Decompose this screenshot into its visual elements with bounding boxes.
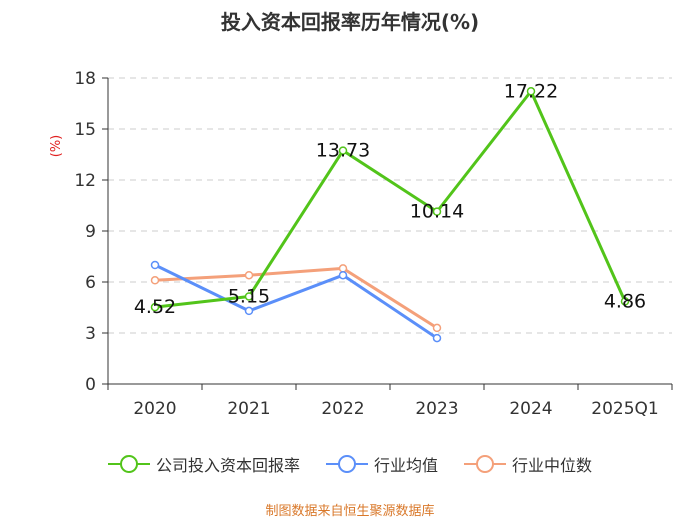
data-label: 4.52 [134, 296, 176, 318]
data-label: 4.86 [604, 290, 646, 312]
data-point [244, 270, 254, 280]
grid-layer [108, 77, 672, 334]
y-tick-label: 12 [74, 171, 96, 191]
legend-label-industry-median: 行业中位数 [512, 456, 593, 475]
y-tick-label: 9 [85, 222, 96, 242]
legend-item-company[interactable]: 公司投入资本回报率 [107, 452, 300, 476]
data-point [432, 207, 442, 216]
series-line [154, 266, 438, 330]
data-point [150, 260, 160, 270]
x-tick-label: 2022 [321, 399, 364, 419]
legend-item-industry-mean[interactable]: 行业均值 [325, 452, 438, 476]
data-point [432, 323, 442, 333]
y-tick-label: 3 [85, 324, 96, 344]
data-point [338, 264, 348, 273]
chart-title: 投入资本回报率历年情况(%) [220, 10, 480, 34]
data-point [338, 146, 348, 155]
legend: 公司投入资本回报率 行业均值 行业中位数 [0, 452, 700, 476]
x-tick-label: 2021 [227, 399, 270, 419]
legend-label-company: 公司投入资本回报率 [155, 456, 300, 475]
data-label: 10.14 [410, 201, 464, 223]
data-point [150, 276, 160, 285]
series-line [154, 89, 627, 309]
x-tick-label: 2023 [415, 399, 458, 419]
source-note: 制图数据来自恒生聚源数据库 [265, 504, 435, 519]
data-point [244, 292, 254, 301]
data-label: 17.22 [504, 80, 558, 102]
legend-label-industry-mean: 行业均值 [373, 456, 438, 475]
data-point [432, 333, 442, 343]
data-label: 13.73 [316, 140, 370, 162]
data-point [526, 87, 536, 96]
data-label: 5.15 [228, 285, 270, 307]
data-point [150, 302, 160, 312]
legend-line-circle-icon [107, 455, 150, 473]
y-tick-label: 0 [85, 375, 96, 395]
axis-layer: 0 3 6 9 12 15 18 2020 2021 2022 2023 2024 2025Q1 (%) [49, 69, 673, 419]
y-axis-label: (%) [49, 135, 64, 158]
legend-item-industry-median[interactable]: 行业中位数 [464, 452, 592, 476]
y-tick-label: 6 [85, 273, 96, 293]
y-tick-label: 15 [74, 120, 96, 140]
data-label-layer: 4.52 5.15 13.73 10.14 17.22 4.86 [134, 80, 646, 318]
series-layer [150, 87, 630, 343]
data-point [338, 270, 348, 280]
x-tick-label: 2024 [509, 399, 552, 419]
x-tick-label: 2025Q1 [591, 399, 658, 419]
y-tick-label: 18 [74, 69, 96, 89]
x-tick-label: 2020 [133, 399, 176, 419]
data-point [620, 297, 630, 306]
legend-line-circle-icon [325, 455, 368, 473]
series-line [154, 263, 438, 340]
data-point [244, 306, 254, 316]
legend-line-circle-icon [464, 455, 506, 473]
